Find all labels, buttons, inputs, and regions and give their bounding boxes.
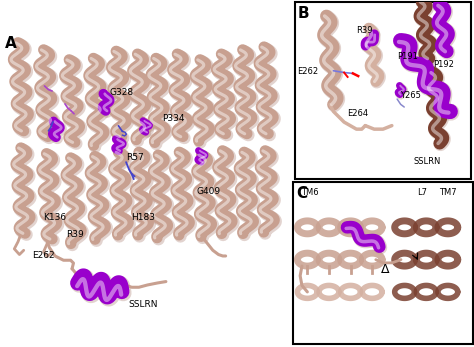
Text: SSLRN: SSLRN bbox=[413, 156, 441, 166]
Text: G409: G409 bbox=[197, 187, 220, 196]
Text: H183: H183 bbox=[131, 213, 155, 222]
Text: TM6: TM6 bbox=[301, 188, 319, 197]
Text: Y265: Y265 bbox=[400, 91, 421, 100]
Text: E262: E262 bbox=[32, 252, 55, 261]
Text: E262: E262 bbox=[297, 67, 319, 76]
Text: SSLRN: SSLRN bbox=[128, 300, 158, 309]
Text: P192: P192 bbox=[433, 60, 454, 69]
Text: R57: R57 bbox=[126, 153, 144, 162]
Text: B: B bbox=[298, 6, 310, 21]
Text: A: A bbox=[5, 35, 17, 51]
Text: R39: R39 bbox=[356, 26, 373, 35]
Text: L7: L7 bbox=[418, 188, 428, 197]
Text: G328: G328 bbox=[110, 88, 134, 97]
Text: P334: P334 bbox=[162, 113, 184, 122]
Text: TM7: TM7 bbox=[439, 188, 456, 197]
Text: P191: P191 bbox=[397, 52, 418, 61]
Text: Δ: Δ bbox=[381, 263, 389, 276]
Text: E264: E264 bbox=[347, 109, 368, 118]
Text: K136: K136 bbox=[44, 213, 66, 222]
Text: C: C bbox=[297, 186, 308, 201]
Text: R39: R39 bbox=[66, 230, 84, 239]
